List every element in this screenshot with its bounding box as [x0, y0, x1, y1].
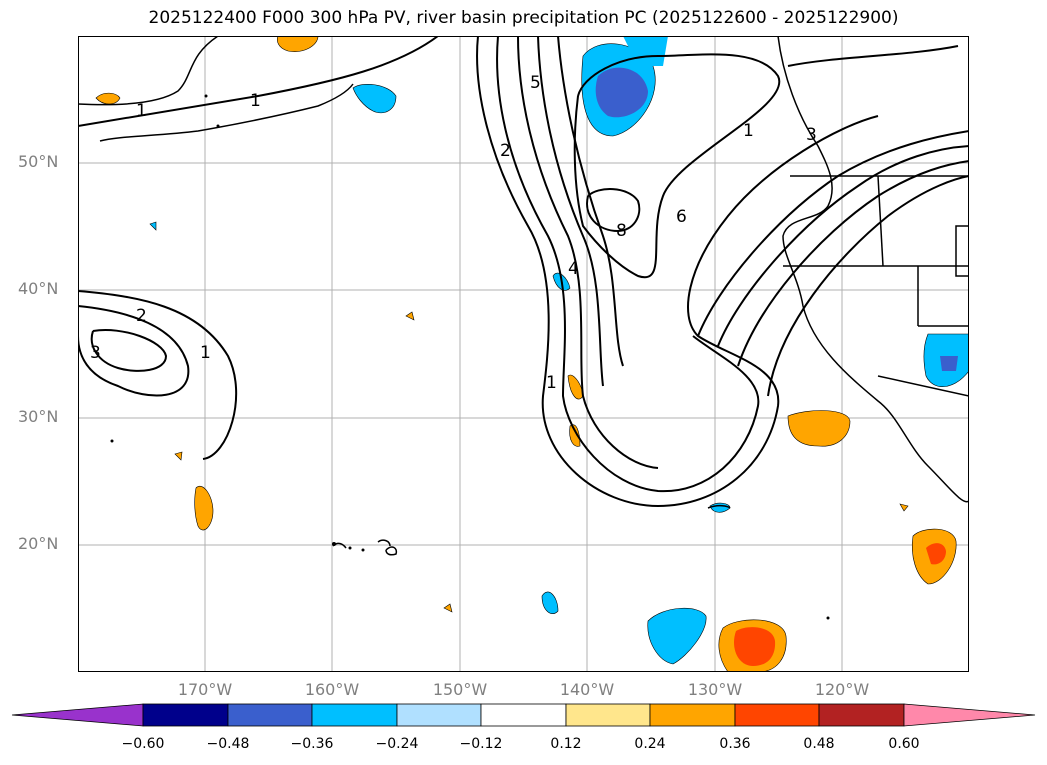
contour-label-group: 1 1 2 3 1 1 5 2 8 6 4 3 1: [90, 73, 817, 393]
colorbar: [11, 703, 1036, 727]
map-area: 1 1 2 3 1 1 5 2 8 6 4 3 1: [78, 36, 969, 672]
colorbar-cell: [818, 703, 905, 727]
lon-label-160w: 160°W: [304, 680, 360, 699]
islands: [110, 94, 830, 620]
map-svg: 1 1 2 3 1 1 5 2 8 6 4 3 1: [78, 36, 969, 672]
colorbar-tick: 0.24: [634, 736, 666, 752]
colorbar-cell: [11, 703, 144, 727]
coastlines: [78, 36, 969, 556]
contour-label: 8: [616, 221, 627, 241]
contour-label: 1: [743, 121, 754, 141]
contour-label: 3: [90, 343, 101, 363]
lat-label-50n: 50°N: [18, 152, 59, 171]
contour-label: 2: [136, 306, 147, 326]
colorbar-cell: [734, 703, 820, 727]
lon-label-150w: 150°W: [432, 680, 488, 699]
colorbar-cell: [396, 703, 482, 727]
colorbar-cell: [227, 703, 313, 727]
colorbar-tick: −0.60: [121, 736, 165, 752]
colorbar-cell: [142, 703, 229, 727]
colorbar-tick: 0.48: [803, 736, 835, 752]
colorbar-tick: 0.12: [550, 736, 582, 752]
lon-label-130w: 130°W: [687, 680, 743, 699]
lon-label-170w: 170°W: [177, 680, 233, 699]
lat-label-30n: 30°N: [18, 407, 59, 426]
gridlines: [78, 36, 969, 672]
colorbar-cell: [480, 703, 567, 727]
lon-label-120w: 120°W: [814, 680, 870, 699]
contour-label: 1: [546, 373, 557, 393]
lat-label-20n: 20°N: [18, 534, 59, 553]
colorbar-tick: 0.36: [719, 736, 751, 752]
colorbar-cell: [311, 703, 398, 727]
map-title: 2025122400 F000 300 hPa PV, river basin …: [148, 8, 899, 28]
lat-label-40n: 40°N: [18, 279, 59, 298]
colorbar-tick: −0.36: [290, 736, 334, 752]
contour-label: 4: [568, 259, 579, 279]
contour-label: 6: [676, 207, 687, 227]
colorbar-cell: [649, 703, 736, 727]
lon-label-140w: 140°W: [559, 680, 615, 699]
colorbar-tick: 0.60: [888, 736, 920, 752]
colorbar-tick: −0.48: [206, 736, 250, 752]
colorbar-tick: −0.24: [375, 736, 419, 752]
contour-label: 1: [136, 101, 147, 121]
colorbar-tick: −0.12: [459, 736, 503, 752]
pv-contours: [78, 36, 969, 508]
contour-label: 5: [530, 73, 541, 93]
contour-label: 2: [500, 141, 511, 161]
colorbar-cell: [903, 703, 1036, 727]
precip-shading: [95, 36, 969, 672]
contour-label: 1: [250, 91, 261, 111]
colorbar-cell: [565, 703, 651, 727]
contour-label: 1: [200, 343, 211, 363]
